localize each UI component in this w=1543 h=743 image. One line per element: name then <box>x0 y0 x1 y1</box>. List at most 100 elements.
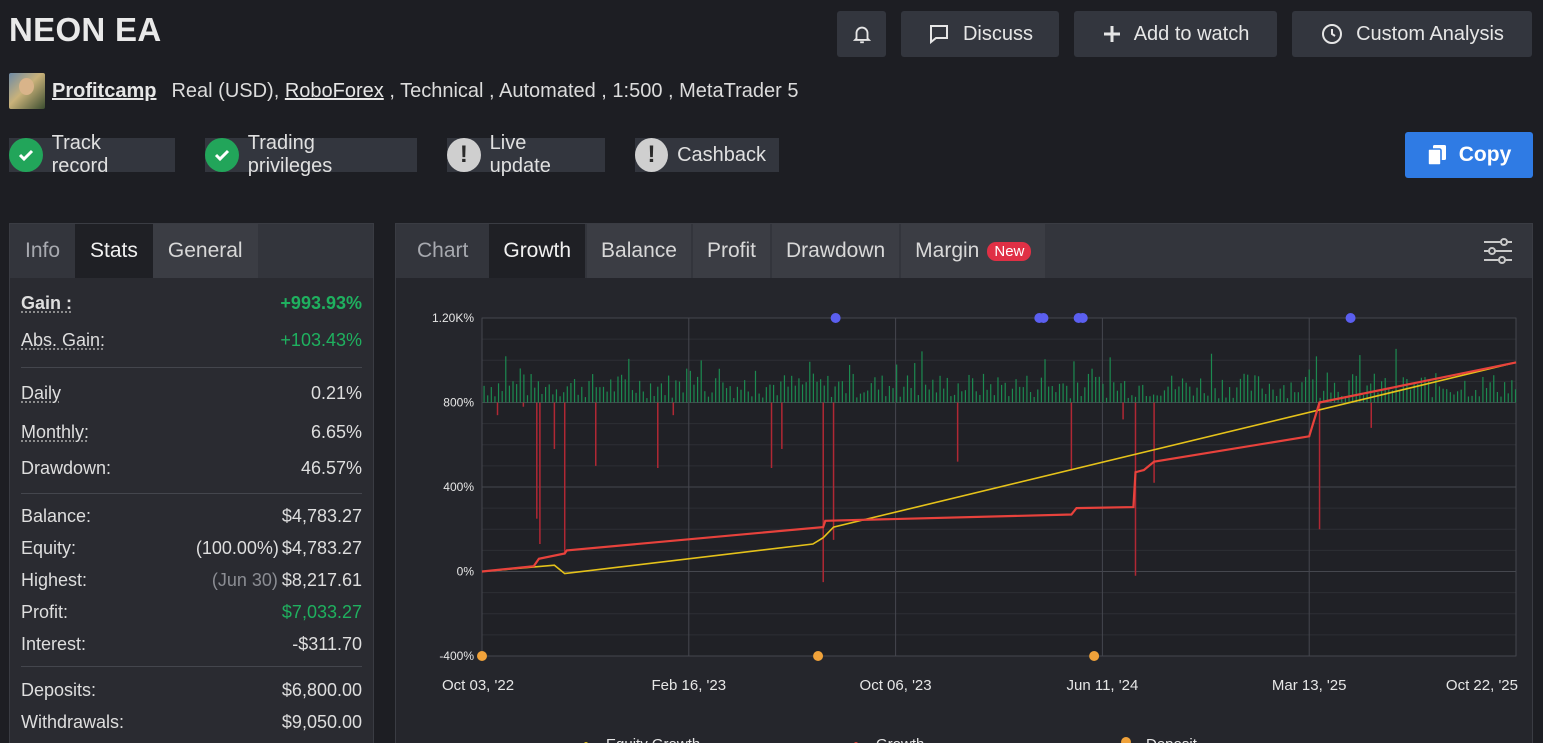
y-tick-label: 400% <box>443 480 474 494</box>
x-tick-label: Mar 13, '25 <box>1272 677 1347 694</box>
y-tick-label: 800% <box>443 396 474 410</box>
check-icon <box>9 138 43 172</box>
broker-link[interactable]: RoboForex <box>284 79 384 102</box>
deposits-label: Deposits: <box>21 679 97 700</box>
withdrawal-marker <box>830 313 841 323</box>
growth-line <box>481 361 1517 573</box>
tab-stats[interactable]: Stats <box>75 224 153 278</box>
check-icon <box>205 138 239 172</box>
withdrawal-marker <box>1038 313 1049 323</box>
badge-live-update[interactable]: ! Live update <box>447 132 605 177</box>
equity-value: $4,783.27 <box>281 537 362 558</box>
account-meta: Profitcamp Real (USD), RoboForex , Techn… <box>9 73 798 109</box>
clock-icon <box>1322 24 1343 44</box>
deposits-value: $6,800.00 <box>281 679 362 700</box>
withdrawals-label: Withdrawals: <box>21 711 125 732</box>
withdrawal-marker <box>1345 313 1356 323</box>
y-tick-label: 1.20K% <box>432 311 474 325</box>
legend-label: Deposit <box>1146 736 1198 743</box>
x-tick-label: Oct 22, '25 <box>1446 677 1518 694</box>
chart-tabs: Chart Growth Balance Profit Drawdown Mar… <box>396 224 1532 278</box>
tab-growth[interactable]: Growth <box>489 224 586 278</box>
deposit-marker <box>813 651 824 661</box>
interest-label: Interest: <box>21 633 87 654</box>
add-to-watch-button[interactable]: Add to watch <box>1074 11 1277 57</box>
sliders-icon <box>1484 238 1512 264</box>
account-details: , Technical , Automated , 1:500 , MetaTr… <box>383 79 799 102</box>
custom-analysis-button[interactable]: Custom Analysis <box>1292 11 1532 57</box>
tab-chart[interactable]: Chart <box>417 239 469 262</box>
custom-analysis-label: Custom Analysis <box>1356 22 1504 45</box>
highest-date: (Jun 30) <box>211 569 278 590</box>
badge-trading-privileges[interactable]: Trading privileges <box>205 132 417 177</box>
equity-percent: (100.00%) <box>195 537 279 558</box>
x-tick-label: Oct 06, '23 <box>860 677 932 694</box>
tab-balance[interactable]: Balance <box>587 224 691 278</box>
stats-panel: Info Stats General Gain : +993.93% Abs. … <box>9 223 374 743</box>
plus-icon <box>1103 26 1120 42</box>
profit-label: Profit: <box>21 601 69 622</box>
gain-value: +993.93% <box>280 293 362 313</box>
highest-label: Highest: <box>21 569 88 590</box>
chart-settings-button[interactable] <box>1482 237 1514 270</box>
copy-button[interactable]: Copy <box>1405 132 1533 178</box>
exclamation-icon: ! <box>447 138 481 172</box>
deposit-marker <box>1089 651 1100 661</box>
tab-drawdown[interactable]: Drawdown <box>771 224 900 278</box>
highest-value: $8,217.61 <box>281 569 362 590</box>
badge-label: Live update <box>489 132 551 177</box>
exclamation-icon: ! <box>635 138 669 172</box>
badge-label: Trading privileges <box>247 132 333 177</box>
interest-value: -$311.70 <box>292 633 362 654</box>
gain-label[interactable]: Gain : <box>21 293 73 313</box>
deposit-marker <box>477 651 487 661</box>
page-title: NEON EA <box>9 11 162 48</box>
withdrawals-value: $9,050.00 <box>281 711 362 732</box>
tab-general[interactable]: General <box>152 224 258 278</box>
y-tick-label: -400% <box>439 649 474 663</box>
tab-margin[interactable]: Margin New <box>901 224 1046 278</box>
chart-panel: Chart Growth Balance Profit Drawdown Mar… <box>395 223 1533 743</box>
abs-gain-label[interactable]: Abs. Gain: <box>21 329 106 350</box>
legend-label: Growth <box>876 736 924 743</box>
account-type: Real (USD), <box>171 79 285 102</box>
bell-icon <box>852 26 871 44</box>
balance-value: $4,783.27 <box>281 505 362 526</box>
owner-link[interactable]: Profitcamp <box>52 79 157 102</box>
monthly-label[interactable]: Monthly: <box>21 422 90 442</box>
profit-value: $7,033.27 <box>281 601 362 622</box>
badge-cashback[interactable]: ! Cashback <box>635 138 779 172</box>
x-tick-label: Jun 11, '24 <box>1066 677 1138 694</box>
badge-label: Track record <box>51 132 109 177</box>
avatar[interactable] <box>9 73 45 109</box>
legend-label: Equity Growth <box>606 736 700 743</box>
copy-label: Copy <box>1458 143 1512 166</box>
add-to-watch-label: Add to watch <box>1133 22 1250 45</box>
badge-track-record[interactable]: Track record <box>9 132 175 177</box>
discuss-button[interactable]: Discuss <box>901 11 1059 57</box>
tab-profit[interactable]: Profit <box>692 224 770 278</box>
new-badge: New <box>987 241 1032 261</box>
daily-label[interactable]: Daily <box>21 383 62 403</box>
daily-value: 0.21% <box>310 383 362 403</box>
x-tick-label: Oct 03, '22 <box>442 677 514 694</box>
copy-icon <box>1426 145 1446 166</box>
equity-growth-line <box>481 361 1517 575</box>
notifications-button[interactable] <box>837 11 886 57</box>
stats-tabs: Info Stats General <box>10 224 373 278</box>
growth-chart[interactable]: 1.20K% 800% 400% 0% -400% Oct 03, '22 Feb 16, … <box>396 278 1532 743</box>
legend-swatch <box>1121 737 1131 743</box>
balance-label: Balance: <box>21 505 92 526</box>
tab-margin-label: Margin <box>915 239 980 262</box>
badge-label: Cashback <box>677 143 766 166</box>
y-tick-label: 0% <box>457 565 475 579</box>
chat-bubble-icon <box>929 25 948 45</box>
drawdown-value: 46.57% <box>300 458 362 478</box>
discuss-label: Discuss <box>962 22 1033 45</box>
x-tick-label: Feb 16, '23 <box>652 677 727 694</box>
withdrawal-marker <box>1077 313 1088 323</box>
monthly-value: 6.65% <box>310 422 362 442</box>
tab-info[interactable]: Info <box>25 239 61 262</box>
equity-label: Equity: <box>21 537 77 558</box>
abs-gain-value: +103.43% <box>280 329 362 350</box>
